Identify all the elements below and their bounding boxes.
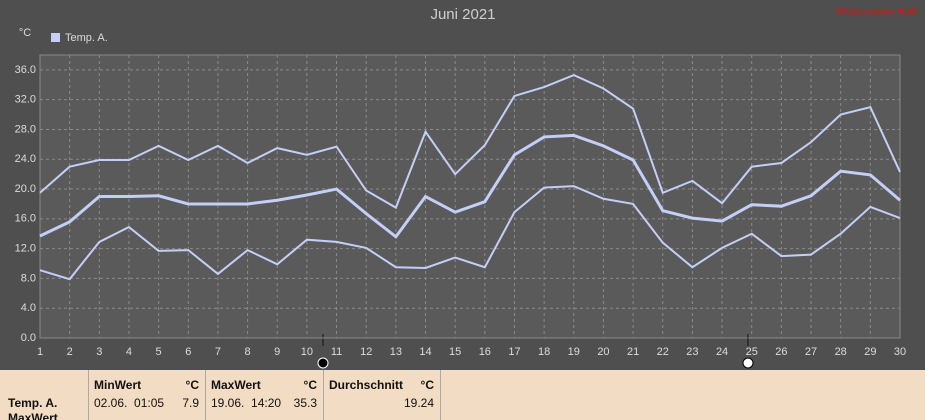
x-tick-label: 9 <box>274 346 280 358</box>
plot-area <box>39 54 901 339</box>
stat-group: MaxWert °C 19.06. 14:20 35.3 <box>205 370 324 420</box>
x-tick-label: 19 <box>568 346 580 358</box>
x-tick-label: 29 <box>864 346 876 358</box>
stat-value: 7.9 <box>182 396 199 410</box>
y-tick-label: 32.0 <box>15 94 36 106</box>
stat-time: 02.06. 01:05 <box>94 396 165 410</box>
x-tick-label: 3 <box>96 346 102 358</box>
row-label: Temp. A. <box>8 396 58 410</box>
line-low <box>39 185 901 281</box>
stats-table: Temp. A. MaxWert MinWert °C 02.06. 01:05 7.… <box>0 370 925 420</box>
x-tick-label: 5 <box>156 346 162 358</box>
cursor-marker <box>742 357 754 369</box>
source-note: Wetterstation Halle <box>836 7 921 18</box>
x-tick-label: 10 <box>301 346 313 358</box>
y-tick-label: 4.0 <box>21 302 36 314</box>
line-high <box>39 74 901 210</box>
x-tick-label: 1 <box>37 346 43 358</box>
cursor-marker <box>317 357 329 369</box>
x-tick-label: 30 <box>894 346 906 358</box>
row-head: Temp. A. MaxWert <box>0 370 89 420</box>
y-tick-label: 16.0 <box>15 213 36 225</box>
x-tick-label: 23 <box>686 346 698 358</box>
y-tick-label: 12.0 <box>15 243 36 255</box>
chart: Juni 2021 Wetterstation Halle °C Temp. A… <box>15 6 921 369</box>
stat-time: 19.06. 14:20 <box>211 396 282 410</box>
stat-title: MinWert <box>94 378 142 392</box>
x-tick-label: 15 <box>449 346 461 358</box>
legend-label: Temp. A. <box>65 32 108 44</box>
x-tick-label: 2 <box>67 346 73 358</box>
x-tick-label: 21 <box>627 346 639 358</box>
x-tick-label: 11 <box>331 346 342 358</box>
stat-title: MaxWert <box>211 378 261 392</box>
line-values <box>39 133 901 239</box>
stat-title: Durchschnitt <box>329 378 404 392</box>
chart-title: Juni 2021 <box>430 6 495 23</box>
stat-unit: °C <box>420 378 434 392</box>
y-tick-label: 28.0 <box>15 123 36 135</box>
stat-value: 35.3 <box>293 396 317 410</box>
y-tick-label: 20.0 <box>15 183 36 195</box>
x-tick-label: 13 <box>390 346 402 358</box>
x-tick-label: 20 <box>597 346 609 358</box>
stat-group: MinWert °C 02.06. 01:05 7.9 <box>88 370 206 420</box>
stat-unit: °C <box>303 378 317 392</box>
y-tick-label: 8.0 <box>21 272 36 284</box>
x-tick-label: 16 <box>479 346 491 358</box>
x-tick-label: 7 <box>215 346 221 358</box>
stat-value: 19.24 <box>403 396 434 410</box>
y-tick-label: 0.0 <box>21 332 36 344</box>
y-tick-label: 36.0 <box>15 64 36 76</box>
legend-swatch <box>51 33 60 42</box>
y-tick-label: 24.0 <box>15 153 36 165</box>
x-tick-label: 6 <box>185 346 191 358</box>
x-tick-label: 18 <box>538 346 550 358</box>
x-tick-label: 25 <box>746 346 758 358</box>
stat-unit: °C <box>185 378 199 392</box>
x-tick-label: 14 <box>419 346 431 358</box>
x-tick-label: 28 <box>835 346 847 358</box>
x-tick-label: 12 <box>360 346 372 358</box>
x-tick-label: 17 <box>508 346 520 358</box>
row-label: MaxWert <box>8 411 58 420</box>
x-tick-label: 8 <box>245 346 251 358</box>
x-tick-label: 26 <box>775 346 787 358</box>
y-axis-label: °C <box>19 27 31 39</box>
stat-group: Durchschnitt °C 19.24 <box>323 370 441 420</box>
x-tick-label: 4 <box>126 346 132 358</box>
x-tick-label: 24 <box>716 346 728 358</box>
x-tick-label: 22 <box>657 346 669 358</box>
x-tick-label: 27 <box>805 346 817 358</box>
